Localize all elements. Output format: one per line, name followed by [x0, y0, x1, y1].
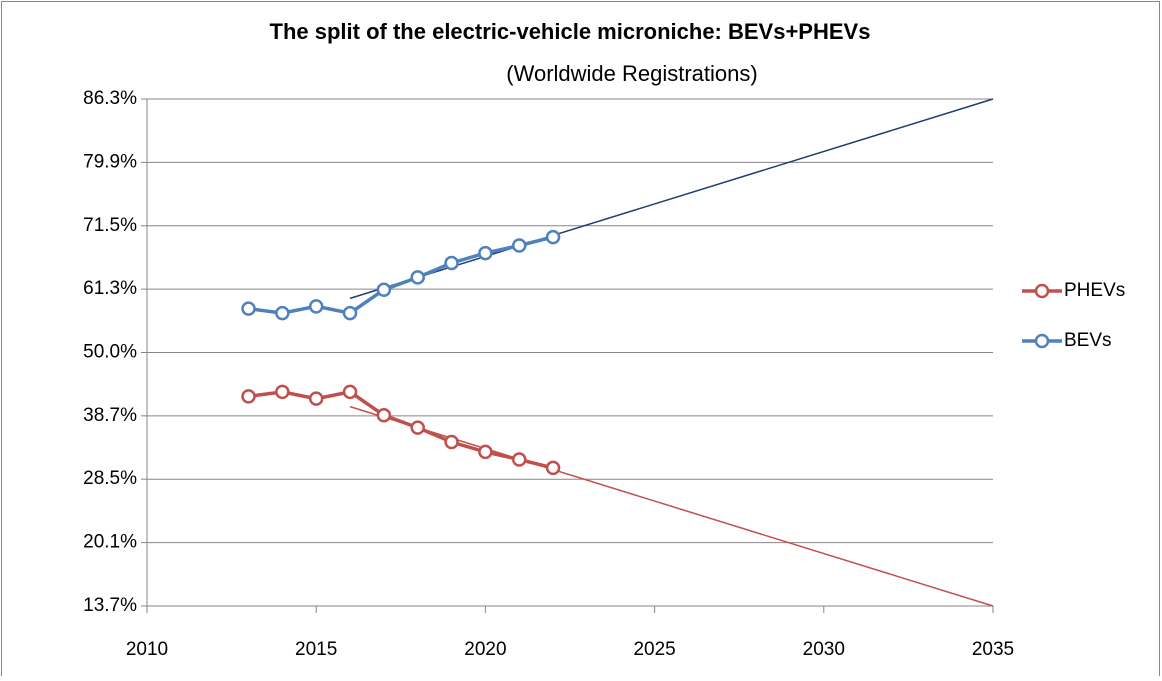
legend-marker [1034, 333, 1050, 349]
point [410, 420, 425, 435]
y-tick-label: 79.9% [83, 151, 137, 172]
point [410, 270, 425, 285]
point [275, 384, 290, 400]
x-tick-label: 2030 [803, 639, 845, 660]
y-tick-label: 28.5% [83, 468, 137, 489]
point [275, 305, 290, 321]
point [511, 238, 527, 253]
y-tick-label: 20.1% [83, 532, 137, 553]
series-line [248, 390, 554, 470]
legend-marker [1034, 283, 1050, 299]
y-tick-label: 38.7% [83, 405, 137, 426]
point [444, 255, 459, 271]
chart-title: The split of the electric-vehicle micron… [270, 19, 871, 44]
y-tick-label: 13.7% [83, 595, 137, 616]
point [241, 389, 256, 404]
point [478, 444, 493, 460]
x-tick-label: 2010 [126, 639, 168, 660]
x-tick-label: 2020 [464, 639, 506, 660]
point [342, 305, 358, 321]
point [308, 299, 324, 314]
legend-label: BEVs [1064, 330, 1112, 351]
y-tick-label: 71.5% [83, 215, 137, 236]
point [444, 434, 459, 450]
point [308, 391, 324, 406]
point [511, 452, 527, 467]
x-tick-label: 2035 [972, 639, 1014, 660]
x-tick-label: 2015 [295, 639, 337, 660]
legend-label: PHEVs [1064, 280, 1125, 301]
series-line [248, 235, 554, 315]
chart-subtitle: (Worldwide Registrations) [506, 61, 757, 86]
y-tick-label: 86.3% [83, 88, 137, 109]
point [545, 460, 561, 476]
point [545, 229, 561, 245]
y-tick-label: 61.3% [83, 278, 137, 299]
point [342, 384, 358, 400]
x-tick-label: 2025 [633, 639, 675, 660]
point [478, 245, 493, 261]
point [241, 301, 256, 316]
point [376, 408, 392, 423]
y-tick-label: 50.0% [83, 342, 137, 363]
point [376, 282, 392, 297]
